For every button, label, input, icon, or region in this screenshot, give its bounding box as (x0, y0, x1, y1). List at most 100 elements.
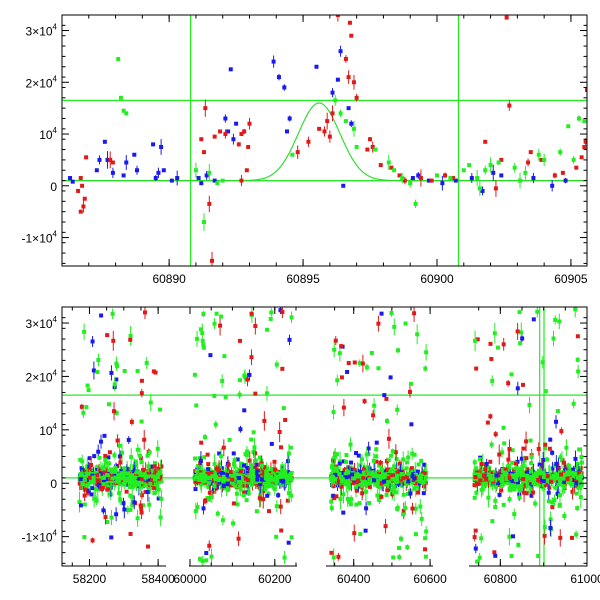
green-point (343, 119, 348, 124)
bottom-xtick-label: 60800 (484, 572, 518, 586)
green-point (413, 506, 418, 511)
green-point (407, 488, 412, 493)
green-point (541, 470, 546, 475)
green-point (543, 389, 548, 394)
green-point (82, 502, 87, 507)
red-point (205, 452, 210, 457)
red-point (279, 445, 284, 450)
green-point (194, 403, 199, 408)
green-point (499, 484, 504, 489)
green-point (509, 554, 514, 559)
green-point (379, 467, 384, 472)
red-point (559, 429, 564, 434)
green-point (511, 487, 516, 492)
green-point (373, 471, 378, 476)
green-point (144, 360, 149, 365)
green-point (501, 502, 506, 507)
red-point (493, 432, 498, 437)
red-point (268, 470, 273, 475)
blue-point (101, 478, 106, 483)
red-point (390, 473, 395, 478)
green-point (338, 496, 343, 501)
red-point (360, 361, 365, 366)
red-point (139, 510, 144, 515)
green-point (412, 452, 417, 457)
green-point (147, 502, 152, 507)
green-point (94, 498, 99, 503)
blue-point (80, 467, 85, 472)
green-point (392, 168, 397, 173)
red-point (198, 461, 203, 466)
green-point (404, 466, 409, 471)
red-point (561, 460, 566, 465)
green-point (130, 503, 135, 508)
red-point (210, 258, 214, 263)
blue-point (382, 479, 387, 484)
green-point (555, 409, 560, 414)
blue-point (340, 471, 345, 476)
green-point (146, 464, 151, 469)
red-point (273, 467, 278, 472)
green-point (367, 477, 372, 482)
green-point (122, 482, 127, 487)
red-point (552, 173, 557, 178)
blue-point (282, 476, 287, 481)
green-point (336, 474, 341, 479)
green-point (290, 152, 295, 157)
blue-point (99, 313, 104, 318)
red-point (416, 490, 421, 495)
green-point (331, 410, 336, 415)
green-point (248, 473, 253, 478)
green-point (357, 361, 362, 366)
red-point (402, 178, 407, 183)
green-point (347, 485, 352, 490)
green-point (143, 483, 148, 488)
red-point (352, 360, 357, 365)
green-point (424, 475, 429, 480)
red-point (354, 488, 359, 493)
green-point (202, 455, 207, 460)
red-point (423, 547, 428, 552)
red-point (339, 484, 344, 489)
blue-point (99, 439, 104, 444)
green-point (136, 480, 141, 485)
blue-point (193, 487, 198, 492)
red-point (339, 375, 344, 380)
green-point (514, 466, 519, 471)
green-point (576, 485, 581, 490)
blue-point (205, 467, 210, 472)
red-point (412, 311, 417, 316)
green-point (577, 447, 582, 452)
blue-point (341, 510, 346, 515)
green-point (119, 476, 124, 481)
green-point (128, 333, 133, 338)
green-point (116, 56, 121, 61)
green-point (540, 360, 545, 365)
red-point (418, 176, 423, 181)
red-point (261, 469, 266, 474)
red-point (536, 477, 541, 482)
red-point (488, 414, 493, 419)
green-point (548, 517, 553, 522)
blue-point (525, 470, 530, 475)
green-point (568, 477, 573, 482)
green-point (424, 350, 429, 355)
red-point (331, 458, 336, 463)
red-point (497, 452, 502, 457)
green-point (225, 487, 230, 492)
green-point (398, 483, 403, 488)
blue-point (137, 476, 142, 481)
top-ytick-base: -1×10 (22, 232, 53, 246)
red-point (124, 489, 129, 494)
green-point (201, 220, 206, 225)
green-point (224, 467, 229, 472)
red-point (139, 493, 144, 498)
red-point (346, 361, 351, 366)
green-point (355, 473, 360, 478)
green-point (126, 471, 131, 476)
green-point (221, 479, 226, 484)
blue-point (279, 478, 284, 483)
blue-point (410, 176, 415, 181)
red-point (84, 155, 89, 160)
red-point (575, 334, 580, 339)
